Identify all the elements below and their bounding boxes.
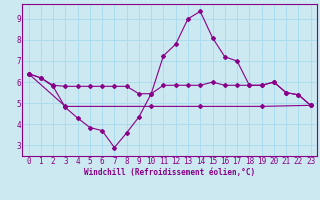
X-axis label: Windchill (Refroidissement éolien,°C): Windchill (Refroidissement éolien,°C) <box>84 168 255 177</box>
